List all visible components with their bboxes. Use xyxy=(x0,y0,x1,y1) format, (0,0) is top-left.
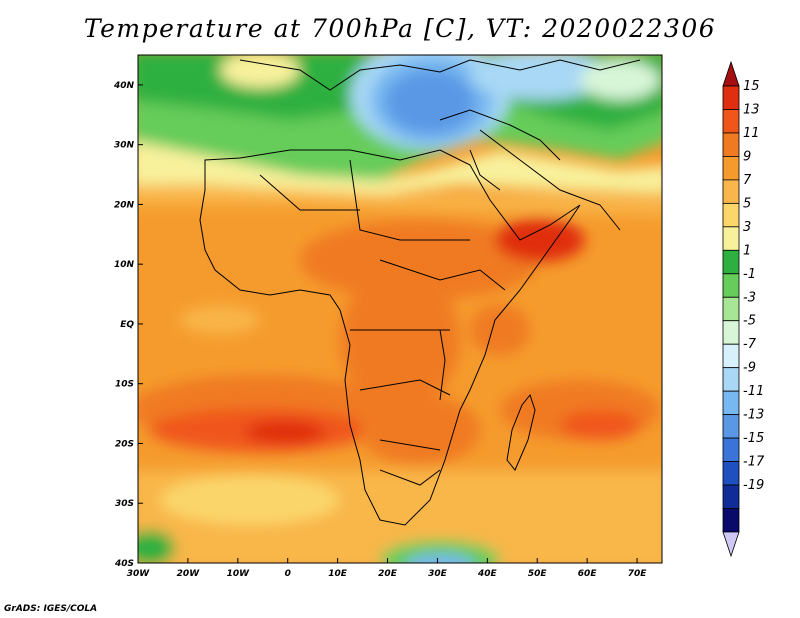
grads-credit: GrADS: IGES/COLA xyxy=(4,604,98,614)
colorbar-top-arrow xyxy=(722,60,740,87)
longitude-ticks: 30W 20W 10W 0 10E 20E 30E 40E 50E 60E 70E xyxy=(127,558,647,579)
colorbar-label: -3 xyxy=(743,290,756,305)
lat-tick-label: 40N xyxy=(113,81,135,91)
colorbar-swatch xyxy=(722,226,740,251)
colorbar-label: 1 xyxy=(743,243,751,258)
colorbar-label: -19 xyxy=(743,478,764,493)
colorbar-swatch xyxy=(722,461,740,486)
latitude-ticks: 40N 30N 20N 10N EQ 10S 20S 30S 40S xyxy=(113,81,143,569)
lon-tick-label: 20E xyxy=(378,569,398,579)
colorbar: 15 13 11 9 7 5 3 1 -1 -3 -5 -7 -9 -11 -13 -15 -17 -19 xyxy=(722,60,765,558)
lat-tick-label: 10N xyxy=(114,260,135,270)
colorbar-swatch xyxy=(722,508,740,533)
lon-tick-label: 40E xyxy=(477,569,498,579)
temperature-field xyxy=(138,55,662,563)
colorbar-label: 3 xyxy=(743,220,751,235)
colorbar-swatch xyxy=(722,367,740,392)
lat-tick-label: 20S xyxy=(115,439,134,449)
lon-tick-label: 20W xyxy=(177,569,201,579)
lon-tick-label: 10E xyxy=(328,569,348,579)
map-frame xyxy=(137,54,663,564)
colorbar-swatch xyxy=(722,390,740,416)
colorbar-swatch xyxy=(722,249,740,275)
map-title: Temperature at 700hPa [C], VT: 202002230… xyxy=(83,14,717,43)
lon-tick-label: 30E xyxy=(428,569,448,579)
lon-tick-label: 0 xyxy=(285,569,291,579)
colorbar-swatch xyxy=(722,437,740,462)
colorbar-label: 9 xyxy=(743,149,751,164)
colorbar-label: -11 xyxy=(743,384,764,399)
colorbar-swatch xyxy=(722,273,740,298)
colorbar-bottom-arrow xyxy=(722,531,740,558)
colorbar-swatch xyxy=(722,85,740,110)
colorbar-label: -15 xyxy=(743,431,764,446)
lon-tick-label: 60E xyxy=(578,569,598,579)
colorbar-label: 5 xyxy=(743,196,751,211)
lat-tick-label: 40S xyxy=(114,559,134,569)
lon-tick-label: 50E xyxy=(528,569,548,579)
lat-tick-label: 10S xyxy=(115,380,134,390)
lon-tick-label: 10W xyxy=(227,569,251,579)
lat-tick-label: 20N xyxy=(114,200,135,210)
colorbar-swatch xyxy=(722,296,740,322)
colorbar-swatch xyxy=(722,156,740,181)
colorbar-label: 11 xyxy=(743,126,760,141)
colorbar-swatch xyxy=(722,202,740,228)
colorbar-swatch xyxy=(722,484,740,509)
lon-tick-label: 70E xyxy=(628,569,648,579)
colorbar-swatch xyxy=(722,414,740,439)
colorbar-label: -13 xyxy=(743,408,764,423)
colorbar-label: 7 xyxy=(743,173,752,188)
lat-tick-label: EQ xyxy=(120,320,134,330)
coastlines xyxy=(199,59,641,526)
lat-tick-label: 30N xyxy=(114,141,135,151)
colorbar-label: 13 xyxy=(743,102,760,117)
colorbar-label: -9 xyxy=(743,361,756,376)
colorbar-swatch xyxy=(722,109,740,134)
colorbar-label: 15 xyxy=(743,79,760,94)
colorbar-swatch xyxy=(722,320,740,345)
lat-tick-label: 30S xyxy=(115,499,134,509)
colorbar-label: -1 xyxy=(743,267,756,282)
colorbar-label: -17 xyxy=(743,455,765,470)
colorbar-swatch xyxy=(722,179,740,204)
colorbar-swatch xyxy=(722,343,740,369)
lon-tick-label: 30W xyxy=(127,569,151,579)
colorbar-swatch xyxy=(722,132,740,157)
colorbar-label: -7 xyxy=(743,337,757,352)
colorbar-label: -5 xyxy=(743,314,756,329)
